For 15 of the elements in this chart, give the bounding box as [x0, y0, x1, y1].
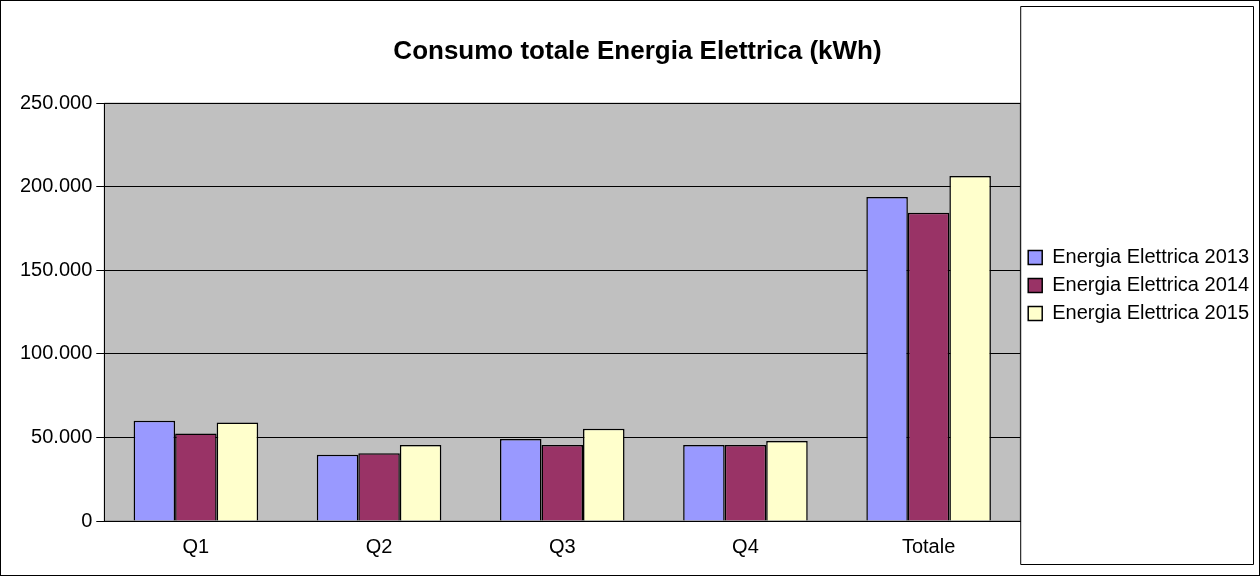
- legend-label: Energia Elettrica 2014: [1052, 273, 1250, 296]
- y-tick-label: 50.000: [31, 424, 93, 447]
- x-tick-label: Q3: [548, 534, 576, 557]
- y-tick-label: 100.000: [20, 341, 93, 364]
- chart-title: Consumo totale Energia Elettrica (kWh): [393, 34, 882, 65]
- x-tick-label: Totale: [901, 534, 956, 557]
- y-tick-label: 200.000: [20, 174, 93, 197]
- x-tick-label: Q2: [365, 534, 393, 557]
- legend-label: Energia Elettrica 2015: [1052, 301, 1250, 324]
- x-tick-label: Q4: [732, 534, 759, 557]
- y-tick-label: 250.000: [20, 90, 93, 113]
- y-tick-label: 150.000: [20, 257, 93, 280]
- legend-label: Energia Elettrica 2013: [1052, 245, 1250, 268]
- x-tick-label: Q1: [182, 534, 210, 557]
- y-tick-label: 0: [81, 508, 93, 531]
